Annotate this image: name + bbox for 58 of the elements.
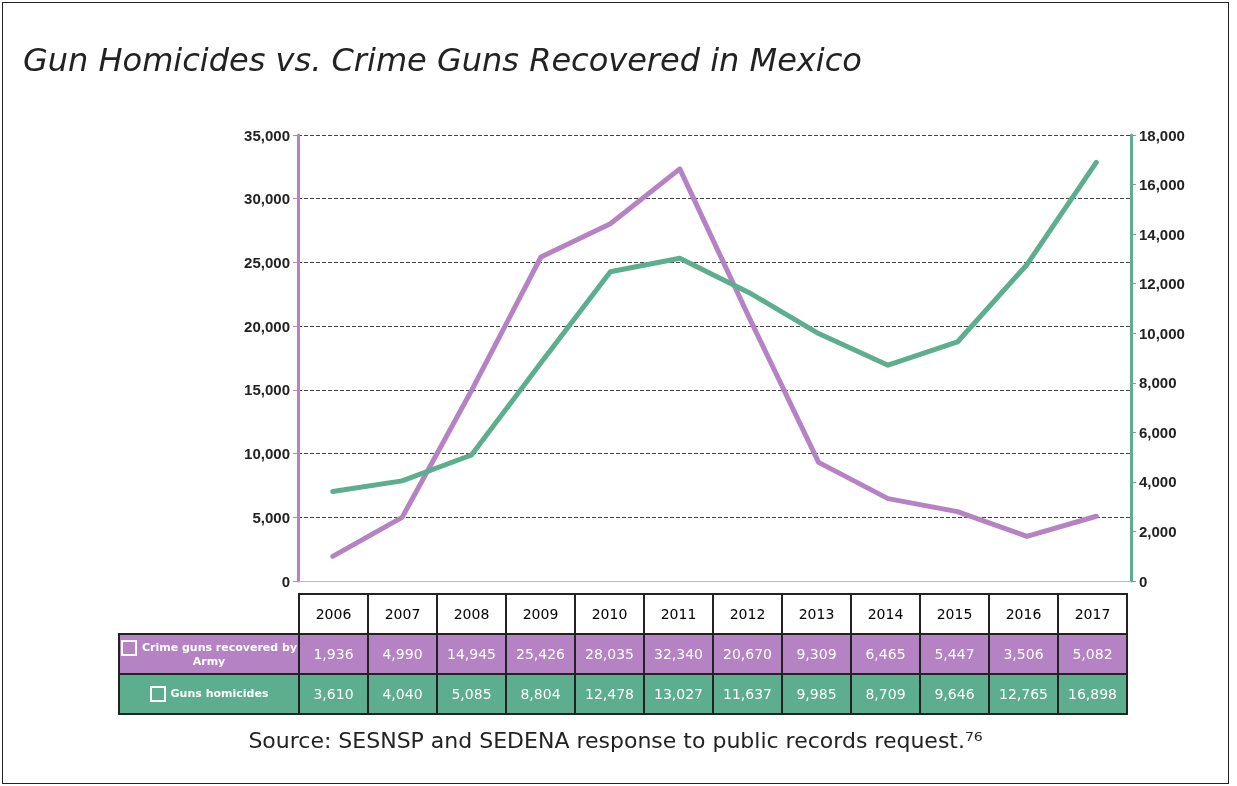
x-tick-label: 2006	[299, 594, 368, 634]
y2-tick-label: 8,000	[1139, 374, 1177, 392]
data-label: 25,426	[506, 634, 575, 674]
data-label: 1,936	[299, 634, 368, 674]
x-tick-label: 2011	[644, 594, 713, 634]
y2-tick-label: 6,000	[1139, 423, 1177, 441]
data-label: 6,465	[851, 634, 920, 674]
data-label: 32,340	[644, 634, 713, 674]
y2-tick-label: 2,000	[1139, 522, 1177, 540]
y2-tick-label: 16,000	[1139, 176, 1185, 194]
data-label: 8,804	[506, 674, 575, 714]
x-tick-label: 2012	[713, 594, 782, 634]
legend-label: Guns homicides	[170, 687, 269, 700]
data-label: 8,709	[851, 674, 920, 714]
y2-tick-label: 0	[1139, 572, 1148, 590]
data-label: 5,447	[920, 634, 989, 674]
data-label: 16,898	[1058, 674, 1127, 714]
y-tick-label: 0	[281, 572, 290, 590]
y2-tick-label: 12,000	[1139, 275, 1185, 293]
data-label: 3,610	[299, 674, 368, 714]
data-label: 9,309	[782, 634, 851, 674]
x-tick-label: 2015	[920, 594, 989, 634]
data-label: 5,085	[437, 674, 506, 714]
source-note: Source: SESNSP and SEDENA response to public records request.⁷⁶	[247, 728, 984, 753]
data-label: 4,040	[368, 674, 437, 714]
data-label: 14,945	[437, 634, 506, 674]
data-label: 28,035	[575, 634, 644, 674]
x-tick-label: 2014	[851, 594, 920, 634]
y-tick-label: 5,000	[252, 508, 290, 526]
y2-tick-label: 10,000	[1139, 324, 1185, 342]
x-tick-label: 2009	[506, 594, 575, 634]
y-tick-label: 35,000	[244, 126, 290, 144]
data-label: 11,637	[713, 674, 782, 714]
y2-tick-label: 14,000	[1139, 225, 1185, 243]
x-tick-label: 2013	[782, 594, 851, 634]
data-label: 13,027	[644, 674, 713, 714]
y-tick-label: 15,000	[244, 381, 290, 399]
x-tick-label: 2016	[989, 594, 1058, 634]
legend-label: Crime guns recovered by Army	[141, 641, 298, 668]
chart-title: Gun Homicides vs. Crime Guns Recovered in Mexico	[23, 41, 862, 79]
data-label: 20,670	[713, 634, 782, 674]
data-label: 9,646	[920, 674, 989, 714]
y-tick-label: 25,000	[244, 253, 290, 271]
data-label: 9,985	[782, 674, 851, 714]
y-tick-label: 10,000	[244, 445, 290, 463]
data-label: 3,506	[989, 634, 1058, 674]
x-tick-label: 2007	[368, 594, 437, 634]
x-tick-label: 2017	[1058, 594, 1127, 634]
y-tick-label: 30,000	[244, 190, 290, 208]
data-label: 12,478	[575, 674, 644, 714]
data-label: 4,990	[368, 634, 437, 674]
y-tick-label: 20,000	[244, 317, 290, 335]
data-label: 12,765	[989, 674, 1058, 714]
y2-tick-label: 18,000	[1139, 126, 1185, 144]
x-tick-label: 2010	[575, 594, 644, 634]
x-tick-label: 2008	[437, 594, 506, 634]
data-label: 5,082	[1058, 634, 1127, 674]
y2-tick-label: 4,000	[1139, 473, 1177, 491]
